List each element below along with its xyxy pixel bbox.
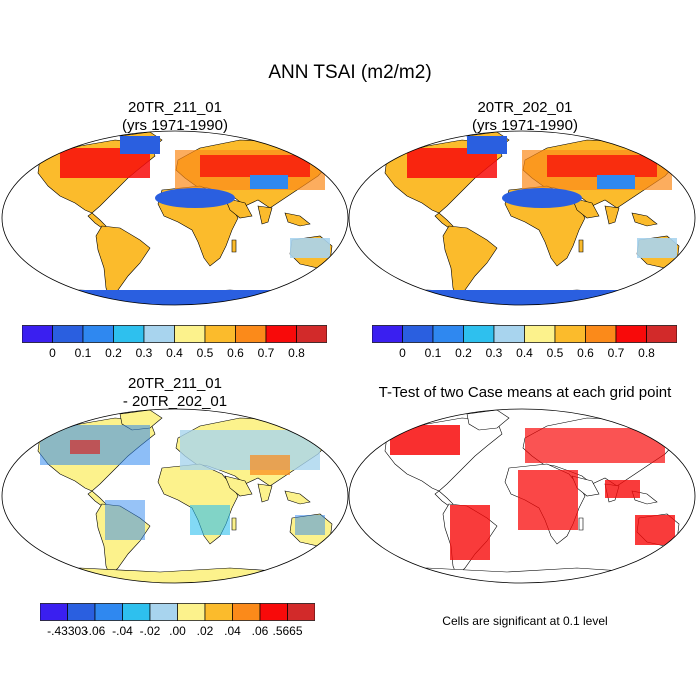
panel1-title-line1: 20TR_211_01 <box>128 99 222 116</box>
colorbar-swatch <box>204 325 236 343</box>
colorbar-tick-label: -.06 <box>84 624 106 638</box>
colorbar-swatch <box>646 325 678 343</box>
colorbar-swatch <box>615 325 647 343</box>
colorbar-swatch <box>177 603 206 621</box>
colorbar-tick-label: 0.1 <box>74 346 92 360</box>
panel2-title-line2: (yrs 1971-1990) <box>472 117 578 134</box>
colorbar-abs-2 <box>371 325 678 343</box>
colorbar-tick-label: .06 <box>251 624 269 638</box>
colorbar-swatch <box>287 603 316 621</box>
panel4-title-line1: T-Test of two Case means at each grid po… <box>378 384 672 401</box>
colorbar-swatch <box>149 603 178 621</box>
panel3-title-line2: - 20TR_202_01 <box>122 393 228 410</box>
colorbar-swatch <box>39 603 68 621</box>
colorbar-swatch <box>371 325 403 343</box>
colorbar-swatch <box>432 325 464 343</box>
colorbar-swatch <box>265 325 297 343</box>
colorbar-swatch <box>82 325 114 343</box>
colorbar-swatch <box>463 325 495 343</box>
colorbar-abs-2-labels: 0 0.1 0.2 0.3 0.4 0.5 0.6 0.7 0.8 <box>372 346 677 362</box>
colorbar-tick-label: 0.5 <box>546 346 564 360</box>
colorbar-swatch <box>113 325 145 343</box>
panel3-title-line1: 20TR_211_01 <box>128 375 222 392</box>
significance-note: Cells are significant at 0.1 level <box>442 614 608 628</box>
colorbar-swatch <box>52 325 84 343</box>
colorbar-tick-label: 0.6 <box>227 346 244 360</box>
colorbar-swatch <box>94 603 123 621</box>
colorbar-swatch <box>21 325 53 343</box>
colorbar-swatch <box>524 325 556 343</box>
colorbar-abs-1 <box>21 325 328 343</box>
panel3-title: 20TR_211_01 - 20TR_202_01 <box>75 375 275 411</box>
colorbar-swatch <box>259 603 288 621</box>
colorbar-tick-label: .04 <box>224 624 241 638</box>
colorbar-swatch <box>122 603 151 621</box>
colorbar-tick-label: .02 <box>196 624 214 638</box>
colorbar-tick-label: 0.3 <box>485 346 503 360</box>
colorbar-diff-labels: -.43303 -.06 -.04 -.02 .00 .02 .04 .06.5665 <box>40 624 315 640</box>
colorbar-tick-label: 0.2 <box>455 346 472 360</box>
colorbar-swatch <box>204 603 233 621</box>
colorbar-tick-label: 0.7 <box>257 346 275 360</box>
colorbar-tick-label: .5665 <box>272 624 303 638</box>
colorbar-tick-label: 0.3 <box>135 346 153 360</box>
colorbar-abs-1-labels: 0 0.1 0.2 0.3 0.4 0.5 0.6 0.7 0.8 <box>22 346 327 362</box>
colorbar-tick-label: 0.8 <box>288 346 305 360</box>
figure-title: ANN TSAI (m2/m2) <box>268 62 432 83</box>
panel2-title: 20TR_202_01 (yrs 1971-1990) <box>425 99 625 135</box>
colorbar-tick-label: -.02 <box>139 624 161 638</box>
colorbar-tick-label: -.43303 <box>47 624 88 638</box>
map-panel-1 <box>1 130 349 306</box>
map-panel-4 <box>348 408 696 584</box>
colorbar-swatch <box>402 325 434 343</box>
colorbar-swatch <box>296 325 328 343</box>
colorbar-swatch <box>143 325 175 343</box>
colorbar-tick-label: 0.4 <box>166 346 183 360</box>
colorbar-swatch <box>174 325 206 343</box>
colorbar-diff <box>39 603 316 621</box>
map-panel-3 <box>1 408 349 584</box>
colorbar-tick-label: 0 <box>49 346 56 360</box>
colorbar-tick-label: 0.2 <box>105 346 122 360</box>
colorbar-tick-label: 0.7 <box>607 346 625 360</box>
colorbar-tick-label: -.04 <box>112 624 133 638</box>
colorbar-swatch <box>493 325 525 343</box>
colorbar-swatch <box>554 325 586 343</box>
panel1-title-line2: (yrs 1971-1990) <box>122 117 228 134</box>
panel2-title-line1: 20TR_202_01 <box>477 99 573 116</box>
panel4-title: T-Test of two Case means at each grid po… <box>350 384 700 402</box>
colorbar-tick-label: 0.8 <box>638 346 655 360</box>
colorbar-tick-label: 0.6 <box>577 346 594 360</box>
colorbar-tick-label: 0.4 <box>516 346 533 360</box>
colorbar-swatch <box>232 603 261 621</box>
colorbar-swatch <box>585 325 617 343</box>
colorbar-tick-label: 0.5 <box>196 346 214 360</box>
colorbar-swatch <box>235 325 267 343</box>
colorbar-tick-label: .00 <box>169 624 186 638</box>
map-panel-2 <box>348 130 696 306</box>
panel1-title: 20TR_211_01 (yrs 1971-1990) <box>75 99 275 135</box>
colorbar-tick-label: 0.1 <box>424 346 442 360</box>
colorbar-swatch <box>67 603 96 621</box>
colorbar-tick-label: 0 <box>399 346 406 360</box>
